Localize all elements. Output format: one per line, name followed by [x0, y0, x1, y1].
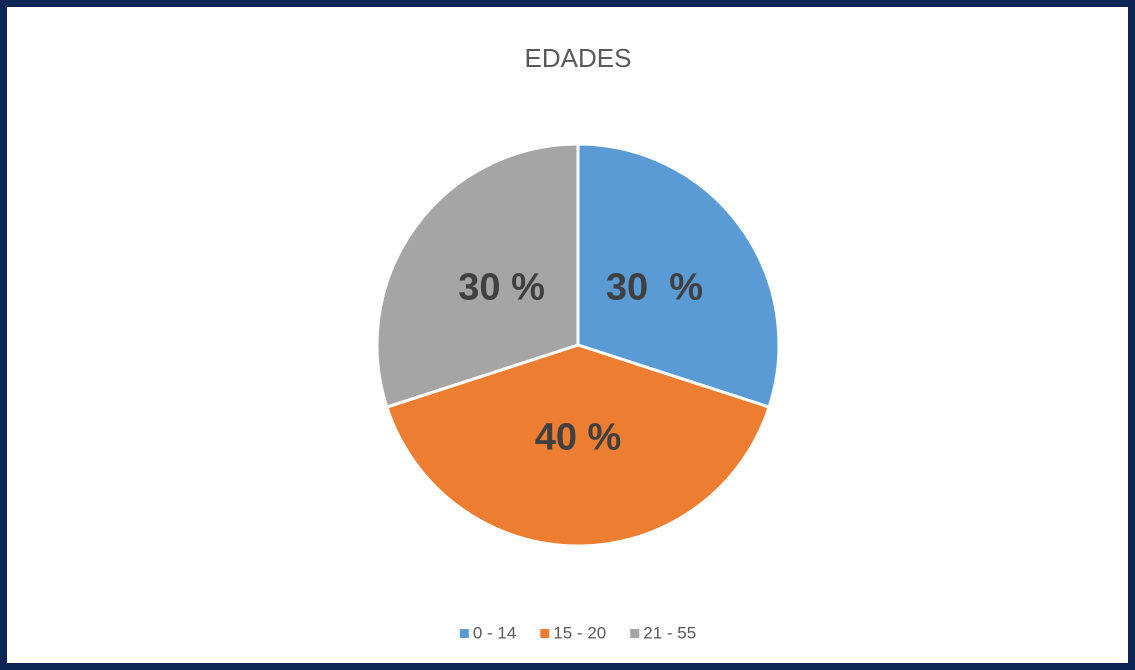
legend-label: 21 - 55: [643, 623, 696, 642]
chart-title: EDADES: [525, 43, 632, 73]
legend-label: 15 - 20: [553, 623, 606, 642]
data-label: 40 %: [535, 417, 622, 459]
pie-slice: [384, 343, 772, 548]
legend-swatch: [630, 629, 640, 638]
legend-swatch: [459, 629, 469, 638]
pie-slice: [576, 142, 781, 410]
pie-slice: [375, 142, 580, 410]
legend-label: 0 - 14: [473, 623, 516, 642]
data-label: 30 %: [606, 267, 703, 309]
legend-swatch: [540, 629, 550, 638]
data-label: 30 %: [458, 267, 545, 309]
